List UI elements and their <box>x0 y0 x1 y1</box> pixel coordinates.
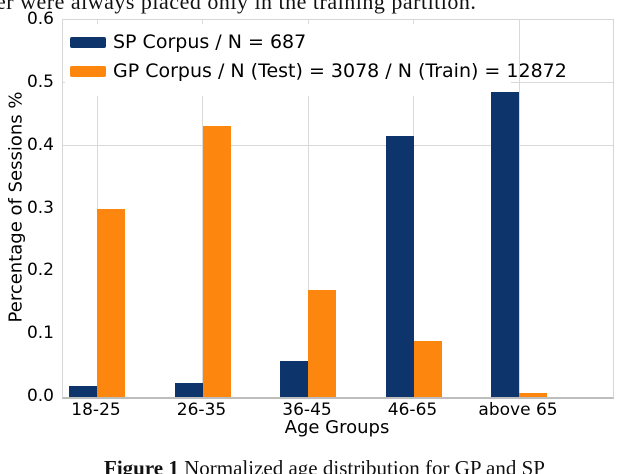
figure-caption: Figure 1 Normalized age distribution for… <box>104 456 624 474</box>
bar-gp-18-25 <box>97 208 125 397</box>
x-tick-label-above 65: above 65 <box>478 400 558 420</box>
vertical-gridline-above 65 <box>518 20 520 397</box>
cropped-body-text: er were always placed only in the traini… <box>0 0 477 14</box>
legend-label-sp: SP Corpus / N = 687 <box>113 31 307 53</box>
bar-sp-above 65 <box>491 92 519 397</box>
bar-sp-26-35 <box>174 382 203 397</box>
x-tick-label-46-65: 46-65 <box>387 400 438 420</box>
y-tick-label-0.4: 0.4 <box>26 134 54 155</box>
bar-gp-26-35 <box>202 125 231 397</box>
y-tick-label-0.5: 0.5 <box>26 71 54 92</box>
figure-caption-number: Figure 1 <box>104 456 179 474</box>
vertical-gridline-36-45 <box>307 20 309 397</box>
bar-sp-46-65 <box>385 136 414 397</box>
y-tick-label-0.1: 0.1 <box>26 323 54 344</box>
y-tick-label-0.2: 0.2 <box>26 260 54 281</box>
bar-gp-36-45 <box>308 290 336 397</box>
legend-swatch-sp <box>70 37 106 48</box>
legend-label-gp: GP Corpus / N (Test) = 3078 / N (Train) … <box>113 60 567 82</box>
y-tick-label-0.0: 0.0 <box>26 386 54 406</box>
bar-gp-above 65 <box>519 393 547 397</box>
bar-sp-36-45 <box>280 361 308 397</box>
y-axis-label: Percentage of Sessions % <box>5 91 27 323</box>
x-axis-label: Age Groups <box>284 417 390 438</box>
x-tick-label-36-45: 36-45 <box>282 400 332 420</box>
vertical-gridline-46-65 <box>413 20 414 397</box>
bar-gp-46-65 <box>413 341 442 397</box>
horizontal-gridline-0.4 <box>63 144 613 146</box>
y-tick-label-0.6: 0.6 <box>26 9 54 29</box>
bar-sp-18-25 <box>69 386 97 397</box>
x-tick-label-26-35: 26-35 <box>176 400 227 420</box>
x-tick-label-18-25: 18-25 <box>71 400 121 420</box>
chart-legend: SP Corpus / N = 687 GP Corpus / N (Test) … <box>65 24 567 96</box>
bar-chart-plot-area: SP Corpus / N = 687 GP Corpus / N (Test) … <box>62 19 614 399</box>
figure-caption-text: Normalized age distribution for GP and S… <box>178 456 545 474</box>
y-tick-label-0.3: 0.3 <box>26 197 54 218</box>
legend-swatch-gp <box>70 66 106 77</box>
